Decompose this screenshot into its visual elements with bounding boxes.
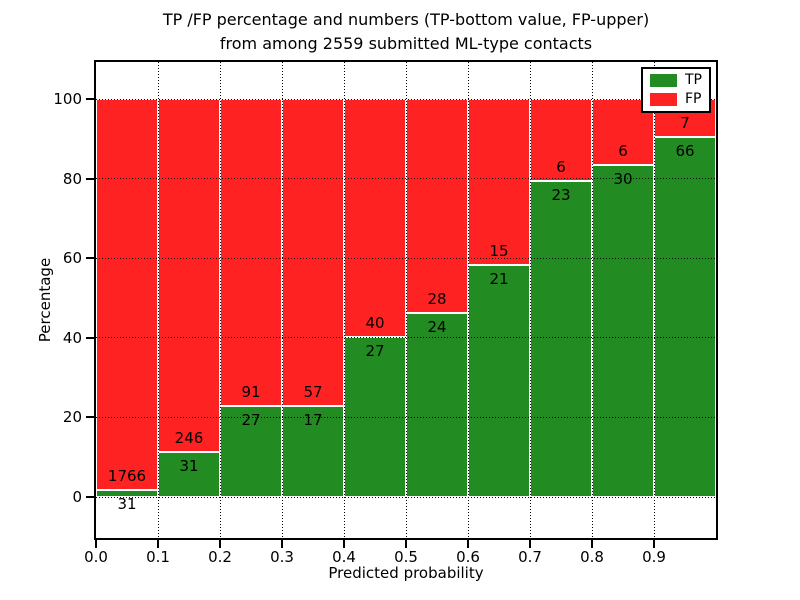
plot-area: 1766 31 246 31 91 27 57 17 40 27 28 24 15 21 6 23 6 30 7 66… bbox=[94, 60, 718, 540]
x-tick-mark bbox=[653, 540, 655, 548]
y-tick-label: 0 bbox=[72, 488, 82, 506]
bar-segment-tp bbox=[96, 490, 158, 497]
bar-segment-fp bbox=[344, 99, 406, 337]
x-tick-label: 0.9 bbox=[642, 548, 666, 566]
chart-title-line1: TP /FP percentage and numbers (TP-bottom… bbox=[162, 10, 650, 29]
x-tick-mark bbox=[591, 540, 593, 548]
legend-swatch-tp bbox=[650, 74, 677, 87]
y-tick-label: 100 bbox=[53, 90, 82, 108]
legend-label-tp: TP bbox=[685, 72, 702, 88]
bar-segment-tp bbox=[158, 452, 220, 497]
bar-segment-tp bbox=[530, 181, 592, 497]
x-tick-label: 0.7 bbox=[518, 548, 542, 566]
x-tick-label: 0.8 bbox=[580, 548, 604, 566]
x-tick-label: 0.6 bbox=[456, 548, 480, 566]
bar-segment-fp bbox=[530, 99, 592, 182]
x-axis-label: Predicted probability bbox=[328, 564, 484, 582]
x-tick-mark bbox=[95, 540, 97, 548]
bar-segment-fp bbox=[158, 99, 220, 453]
bar-segment-fp bbox=[96, 99, 158, 491]
y-tick-label: 40 bbox=[62, 328, 82, 347]
bar-segment-fp bbox=[406, 99, 468, 314]
chart-title: TP /FP percentage and numbers (TP-bottom… bbox=[96, 8, 716, 56]
y-tick-mark bbox=[86, 257, 94, 260]
chart-title-line2: from among 2559 submitted ML-type contac… bbox=[219, 34, 593, 53]
bar-segment-tp bbox=[344, 336, 406, 497]
bar-segment-tp bbox=[282, 405, 344, 497]
x-tick-mark bbox=[343, 540, 345, 548]
bar-segment-tp bbox=[406, 313, 468, 497]
x-tick-label: 0.0 bbox=[84, 548, 108, 566]
x-tick-label: 0.1 bbox=[146, 548, 170, 566]
bar-segment-tp bbox=[468, 264, 530, 497]
bar-segment-fp bbox=[220, 99, 282, 406]
y-axis-label: Percentage bbox=[36, 257, 54, 343]
legend-label-fp: FP bbox=[685, 91, 702, 107]
bar-segment-fp bbox=[468, 99, 530, 265]
y-tick-label: 80 bbox=[62, 169, 82, 188]
legend: TP FP bbox=[641, 67, 711, 113]
x-tick-mark bbox=[281, 540, 283, 548]
x-tick-label: 0.2 bbox=[208, 548, 232, 566]
legend-row: FP bbox=[650, 92, 702, 107]
y-tick-mark bbox=[86, 98, 94, 100]
bars-layer bbox=[96, 62, 716, 538]
x-tick-mark bbox=[405, 540, 407, 548]
x-tick-mark bbox=[467, 540, 469, 548]
x-tick-mark bbox=[219, 540, 221, 548]
x-tick-mark bbox=[157, 540, 159, 548]
x-tick-label: 0.4 bbox=[332, 548, 356, 566]
bar-segment-tp bbox=[592, 165, 654, 497]
x-tick-label: 0.3 bbox=[270, 548, 294, 566]
bar-segment-tp bbox=[654, 137, 716, 497]
y-tick-mark bbox=[86, 336, 94, 339]
legend-row: TP bbox=[650, 73, 702, 88]
bar-segment-fp bbox=[282, 99, 344, 406]
y-tick-mark bbox=[86, 177, 94, 180]
x-tick-label: 0.5 bbox=[394, 548, 418, 566]
x-tick-mark bbox=[529, 540, 531, 548]
y-tick-label: 20 bbox=[62, 408, 82, 427]
y-tick-mark bbox=[86, 416, 94, 419]
bar-segment-tp bbox=[220, 405, 282, 497]
y-tick-mark bbox=[86, 496, 94, 498]
legend-swatch-fp bbox=[650, 93, 677, 106]
y-tick-label: 60 bbox=[62, 249, 82, 268]
